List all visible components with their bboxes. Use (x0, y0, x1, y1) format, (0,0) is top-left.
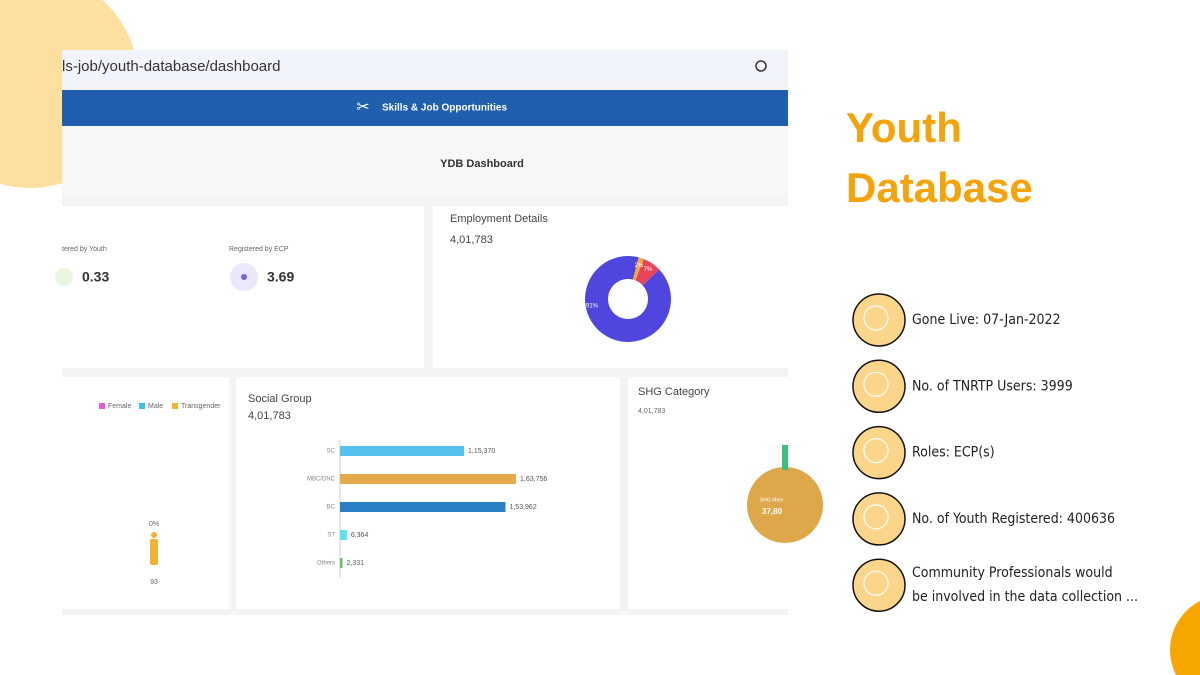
y-tick-label: Others (317, 561, 335, 567)
pie-slice (632, 257, 644, 281)
bar-label: 1,15,370 (468, 448, 495, 455)
pie-slice (635, 258, 660, 286)
slide-title: Database (846, 164, 1033, 211)
pie-slice (585, 256, 672, 342)
bar-label: 1,63,756 (520, 476, 547, 483)
item-icon (852, 492, 906, 546)
stat-label: Registered by ECP (229, 246, 289, 253)
item-icon-inner (863, 305, 889, 331)
item-icon (852, 425, 906, 480)
shg-label: SHG Mem (760, 497, 783, 503)
legend-swatch (139, 403, 145, 409)
shg-pie (747, 467, 823, 543)
dashboard-title: YDB Dashboard (440, 158, 524, 170)
stat-label: tered by Youth (62, 246, 107, 253)
stat-icon (55, 268, 73, 286)
y-tick-label: SC (327, 449, 336, 455)
bar-label: 2,331 (347, 560, 365, 567)
card-title: SHG Category (638, 386, 710, 398)
bar (340, 558, 343, 568)
item-text: Roles: ECP(s) (912, 445, 995, 461)
shg-value: 37,80 (762, 507, 783, 516)
item-text: Community Professionals would (912, 565, 1113, 581)
url: ls-job/youth-database/dashboard (62, 58, 280, 75)
header-title: Skills & Job Opportunities (382, 103, 507, 114)
item-icon-inner (863, 570, 889, 596)
social-card (236, 377, 620, 609)
y-tick-label: BC (327, 505, 336, 511)
pie-chart: 91% 7%2% (585, 256, 672, 342)
card-total: 4,01,783 (638, 408, 665, 415)
y-tick-label: ST (327, 533, 335, 539)
bar (340, 446, 464, 456)
legend-label: Male (148, 403, 163, 410)
stat-icon-dot (241, 274, 247, 280)
person-icon (151, 532, 157, 538)
address-bar (62, 50, 788, 86)
item-icon (852, 558, 906, 612)
bar-chart: SC 1,15,370 MBC/DNC 1,63,756 BC 1,53,962 ST 6,3… (307, 446, 547, 568)
title-bar (62, 126, 788, 198)
item-icon-inner (863, 438, 889, 464)
card-title: Employment Details (450, 213, 548, 225)
bar-label: 6,364 (351, 532, 369, 539)
bar-label: 1,53,962 (509, 504, 536, 511)
item-text: be involved in the data collection ... (912, 589, 1138, 605)
bar (340, 530, 347, 540)
item-icon (852, 359, 906, 414)
person-icon (150, 539, 158, 565)
item-icon (852, 293, 906, 347)
slide-title: Youth (846, 104, 962, 151)
pie-label: 2% (635, 263, 644, 269)
item-icon-inner (863, 371, 889, 397)
legend-swatch (99, 403, 105, 409)
pie-label: 7% (644, 267, 653, 273)
y-tick-label: MBC/DNC (307, 477, 336, 483)
card-title: Social Group (248, 393, 312, 405)
legend-label: Transgender (181, 403, 221, 410)
legend-swatch (172, 403, 178, 409)
legend-label: Female (108, 403, 131, 410)
bar (340, 474, 516, 484)
item-text: No. of TNRTP Users: 3999 (912, 378, 1073, 394)
gender-card (62, 377, 229, 609)
shg-pie-segment (782, 445, 788, 470)
header-bar (62, 90, 788, 126)
item-icon-inner (863, 504, 889, 530)
item-list: Gone Live: 07-Jan-2022 No. of TNRTP Users… (852, 293, 1138, 612)
item-text: No. of Youth Registered: 400636 (912, 511, 1115, 527)
item-text: Gone Live: 07-Jan-2022 (912, 312, 1061, 328)
stat-value: 3.69 (267, 269, 294, 285)
pie-label: 91% (586, 304, 599, 310)
card-total: 4,01,783 (248, 410, 291, 422)
gender-percent: 0% (149, 521, 159, 528)
card-total: 4,01,783 (450, 234, 493, 246)
gender-count: 93 (150, 579, 158, 586)
header-icon: ✂ (356, 99, 369, 116)
bar (340, 502, 506, 512)
stat-value: 0.33 (82, 269, 109, 285)
location-icon (755, 60, 767, 72)
decor-circle (1170, 601, 1200, 675)
